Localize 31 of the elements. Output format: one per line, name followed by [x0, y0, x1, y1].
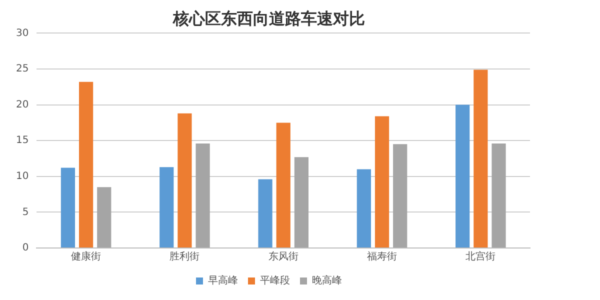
- bar: [196, 143, 210, 248]
- bar: [79, 82, 94, 248]
- bar: [356, 169, 371, 248]
- x-tick-label: 东风街: [268, 250, 298, 263]
- bar: [294, 157, 309, 248]
- bar: [456, 104, 470, 248]
- bar: [276, 122, 290, 248]
- x-tick-label: 胜利街: [170, 250, 200, 263]
- bar: [258, 179, 272, 248]
- bar: [474, 70, 488, 248]
- x-tick-label: 福寿街: [367, 250, 398, 263]
- y-tick-label: 0: [22, 242, 29, 254]
- bar: [60, 168, 76, 248]
- y-tick-label: 25: [16, 64, 29, 75]
- x-tick-label: 健康街: [71, 250, 102, 263]
- legend-label: 平峰段: [260, 274, 290, 287]
- bar: [178, 113, 192, 248]
- y-tick-label: 15: [16, 135, 29, 146]
- bar: [492, 143, 506, 248]
- bar: [374, 116, 390, 248]
- x-tick-label: 北宫街: [466, 250, 496, 263]
- y-tick-label: 20: [16, 99, 29, 110]
- bar: [393, 144, 408, 248]
- chart-title: 核心区东西向道路车速对比: [172, 8, 365, 28]
- legend-label: 晚高峰: [312, 274, 342, 287]
- y-tick-label: 30: [16, 28, 29, 39]
- y-tick-label: 10: [16, 170, 29, 182]
- y-tick-label: 5: [22, 206, 29, 218]
- legend-label: 早高峰: [208, 274, 238, 287]
- bar: [160, 167, 174, 248]
- bar: [97, 187, 112, 248]
